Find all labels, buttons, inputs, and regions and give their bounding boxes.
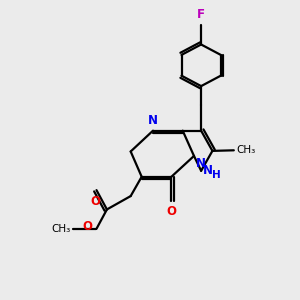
- Text: N: N: [196, 158, 206, 170]
- Text: H: H: [212, 170, 220, 180]
- Text: O: O: [90, 195, 100, 208]
- Text: CH₃: CH₃: [236, 145, 255, 155]
- Text: F: F: [197, 8, 205, 21]
- Text: CH₃: CH₃: [51, 224, 70, 234]
- Text: O: O: [82, 220, 93, 233]
- Text: N: N: [202, 164, 213, 177]
- Text: O: O: [167, 205, 176, 218]
- Text: N: N: [148, 114, 158, 127]
